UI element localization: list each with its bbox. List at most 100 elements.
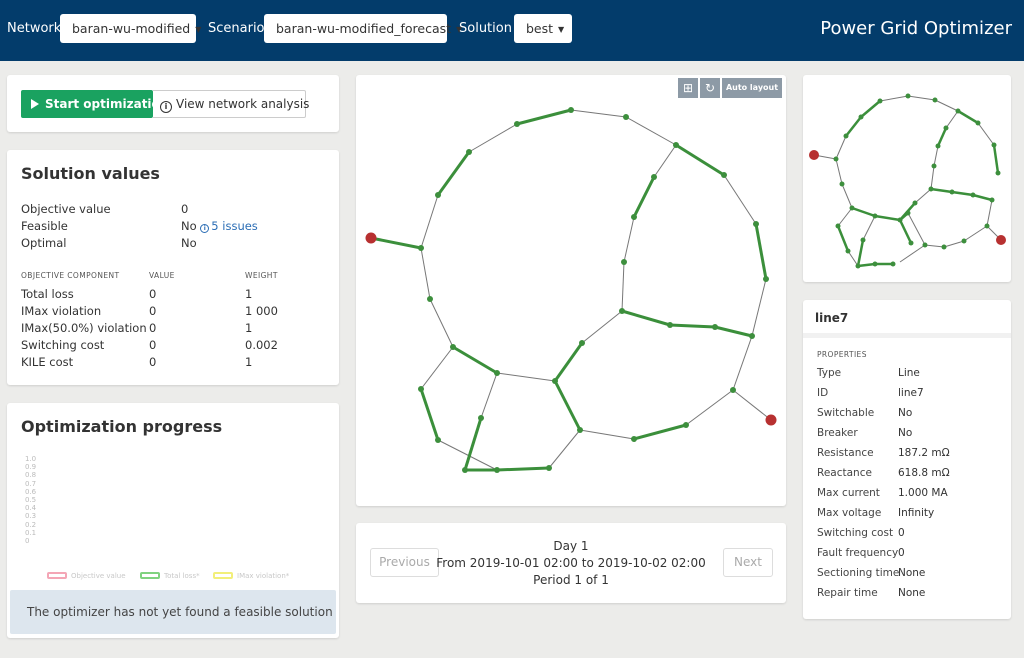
bus-node[interactable] [621,259,627,265]
bus-node[interactable] [435,192,441,198]
network-line[interactable] [548,429,581,469]
refresh-icon[interactable]: ↻ [700,78,720,98]
network-line[interactable] [420,247,431,300]
network-line[interactable] [516,108,572,126]
network-line[interactable] [553,380,582,431]
network-line[interactable] [370,236,422,250]
network-line[interactable] [420,194,439,249]
bus-node[interactable] [631,214,637,220]
network-line[interactable] [420,346,454,390]
network-line[interactable] [653,144,677,178]
next-button[interactable]: Next [723,548,773,577]
network-select[interactable]: baran-wu-modified ▼ [60,14,201,43]
network-line[interactable] [452,345,498,375]
network-line[interactable] [496,466,550,472]
bus-node[interactable] [462,467,468,473]
bus-node[interactable] [466,149,472,155]
bus-node[interactable] [546,465,552,471]
network-line[interactable] [570,109,627,118]
source-node[interactable] [765,414,777,426]
bus-node[interactable] [494,370,500,376]
scenario-select[interactable]: baran-wu-modified_forecast ▼ [264,14,462,43]
source-node[interactable] [365,232,377,244]
bus-node[interactable] [763,276,769,282]
bus-node[interactable] [623,114,629,120]
legend-item[interactable]: IMax violation* [213,572,289,580]
start-optimization-button[interactable]: Start optimization [21,90,168,118]
feasible-label: Feasible [21,219,68,233]
legend-item[interactable]: Objective value [47,572,126,580]
bus-node[interactable] [619,308,625,314]
bus-node[interactable] [683,422,689,428]
bus-node[interactable] [673,142,679,148]
network-line[interactable] [621,261,625,312]
network-line[interactable] [579,429,635,440]
previous-button[interactable]: Previous [370,548,439,577]
bus-node[interactable] [577,427,583,433]
network-line [936,127,948,147]
bus-node [989,197,995,203]
network-line[interactable] [621,309,671,327]
bus-node[interactable] [568,107,574,113]
overview-map[interactable] [803,75,1011,282]
bus-node[interactable] [418,245,424,251]
bus-node [858,114,864,120]
bus-node[interactable] [418,386,424,392]
network-line[interactable] [436,151,471,196]
bus-node[interactable] [753,221,759,227]
network-line[interactable] [714,325,753,338]
bus-node[interactable] [730,387,736,393]
bus-node[interactable] [478,415,484,421]
bus-node [949,189,955,195]
network-line[interactable] [751,278,767,337]
bus-node[interactable] [667,322,673,328]
bus-node[interactable] [749,333,755,339]
network-line[interactable] [496,372,556,382]
network-graph[interactable] [356,75,786,506]
network-line[interactable] [463,417,483,471]
bus-node[interactable] [450,344,456,350]
legend-item[interactable]: Total loss* [140,572,200,580]
network-line[interactable] [632,176,656,218]
network-line[interactable] [468,123,518,153]
network-line[interactable] [623,216,635,263]
bus-node[interactable] [651,174,657,180]
component-weight: 1 000 [245,304,278,318]
view-network-analysis-button[interactable]: i View network analysis [153,90,309,118]
network-line[interactable] [675,143,725,177]
bus-node[interactable] [712,324,718,330]
network-line[interactable] [685,389,734,426]
network-line[interactable] [732,335,753,391]
bus-node[interactable] [552,378,558,384]
bus-node[interactable] [514,121,520,127]
network-line [924,244,945,248]
network-line[interactable] [732,389,772,421]
bus-node[interactable] [579,340,585,346]
network-line[interactable] [754,223,768,280]
network-line[interactable] [625,116,677,146]
network-line[interactable] [553,342,584,382]
network-line[interactable] [429,298,454,348]
y-tick: 1.0 [25,455,37,463]
network-line[interactable] [437,439,498,471]
fit-icon[interactable]: ⊞ [678,78,698,98]
network-line[interactable] [480,372,498,419]
bus-node[interactable] [494,467,500,473]
solution-select[interactable]: best ▼ [514,14,572,43]
network-line[interactable] [633,423,687,441]
component-name: Total loss [21,287,74,301]
auto-layout-button[interactable]: Auto layout [722,78,782,98]
bus-node[interactable] [435,437,441,443]
info-icon: i [200,224,210,233]
bus-node[interactable] [631,436,637,442]
network-line [862,215,876,241]
legend-swatch [213,572,233,579]
network-line[interactable] [669,323,716,329]
overview-map-card [803,75,1011,282]
network-line[interactable] [723,174,757,225]
network-line[interactable] [419,388,440,441]
bus-node[interactable] [427,296,433,302]
network-line[interactable] [581,310,623,344]
bus-node[interactable] [721,172,727,178]
